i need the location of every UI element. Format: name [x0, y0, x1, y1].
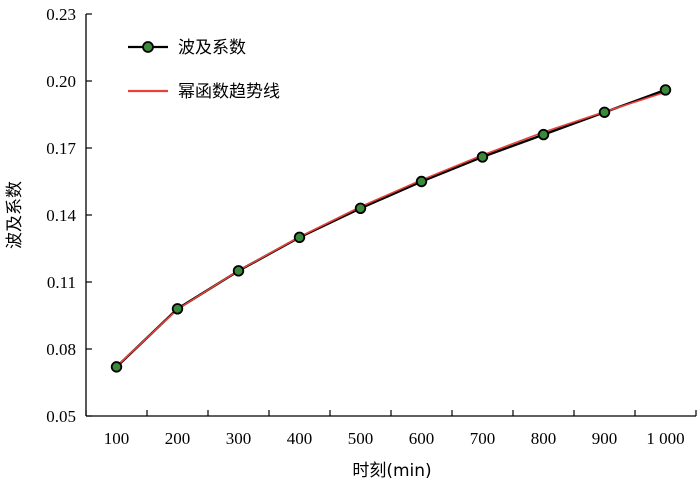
x-tick-label: 600	[409, 429, 435, 448]
data-point-coefficient	[659, 84, 672, 96]
y-tick-label: 0.08	[46, 340, 76, 359]
x-tick-label: 100	[104, 429, 130, 448]
series-line-coefficient	[115, 88, 666, 368]
x-tick-label: 300	[226, 429, 252, 448]
y-axis-title: 波及系数	[5, 181, 25, 249]
legend: 波及系数 幂函数趋势线	[128, 38, 280, 102]
legend-marker-coefficient	[142, 41, 154, 53]
series-line-trendline	[115, 91, 666, 368]
x-tick-label: 700	[470, 429, 496, 448]
y-tick-label: 0.20	[46, 72, 76, 91]
data-point-coefficient	[598, 106, 611, 118]
data-point-coefficient	[110, 361, 123, 373]
data-point-coefficient	[537, 128, 550, 141]
y-tick-label: 0.14	[46, 206, 76, 225]
x-tick-label: 800	[531, 429, 557, 448]
data-point-coefficient	[293, 231, 306, 244]
x-tick-label: 1 000	[646, 429, 684, 448]
data-point-coefficient	[476, 151, 489, 163]
x-tick-label: 400	[287, 429, 313, 448]
data-point-coefficient	[415, 175, 428, 188]
y-tick-label: 0.23	[46, 5, 76, 24]
x-tick-label: 200	[165, 429, 191, 448]
x-tick-label: 500	[348, 429, 374, 448]
x-tick-label: 900	[592, 429, 618, 448]
y-tick-label: 0.05	[46, 407, 76, 426]
series-layer	[110, 84, 672, 373]
legend-label-coefficient: 波及系数	[178, 38, 246, 58]
ticks: 0.05 0.08 0.11 0.14 0.17 0.20 0.23 100 200 300 400…	[46, 5, 697, 448]
data-point-coefficient	[171, 303, 184, 315]
legend-label-trendline: 幂函数趋势线	[178, 82, 280, 102]
y-tick-label: 0.11	[47, 273, 76, 292]
data-point-coefficient	[232, 265, 245, 277]
axes	[85, 14, 696, 417]
x-axis-title: 时刻(min)	[352, 461, 431, 481]
y-tick-label: 0.17	[46, 139, 76, 158]
data-point-coefficient	[354, 202, 367, 215]
